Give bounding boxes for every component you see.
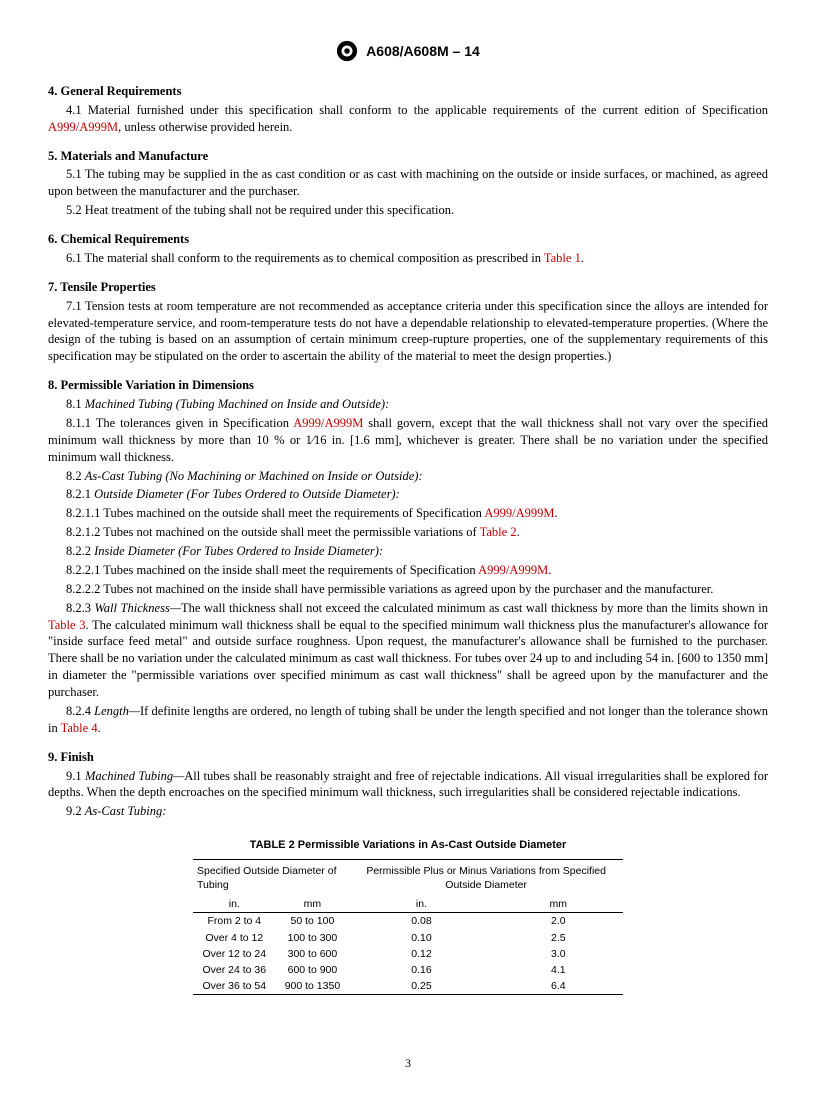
para-4-1: 4.1 Material furnished under this specif…	[48, 102, 768, 136]
para-8-1: 8.1 Machined Tubing (Tubing Machined on …	[48, 396, 768, 413]
link-table4[interactable]: Table 4	[61, 721, 98, 735]
link-table3[interactable]: Table 3	[48, 618, 85, 632]
para-5-1: 5.1 The tubing may be supplied in the as…	[48, 166, 768, 200]
link-table1[interactable]: Table 1	[544, 251, 581, 265]
table-2-sub-mm-1: mm	[276, 896, 350, 913]
table-2: TABLE 2 Permissible Variations in As-Cas…	[193, 838, 623, 995]
table-row: From 2 to 450 to 1000.082.0	[193, 913, 623, 930]
para-8-2-1: 8.2.1 Outside Diameter (For Tubes Ordere…	[48, 486, 768, 503]
table-2-sub-mm-2: mm	[494, 896, 623, 913]
link-a999-3[interactable]: A999/A999M	[484, 506, 554, 520]
link-table2[interactable]: Table 2	[480, 525, 517, 539]
para-8-2-2: 8.2.2 Inside Diameter (For Tubes Ordered…	[48, 543, 768, 560]
page-header: A608/A608M – 14	[48, 40, 768, 67]
link-a999-2[interactable]: A999/A999M	[293, 416, 363, 430]
table-2-title: TABLE 2 Permissible Variations in As-Cas…	[193, 838, 623, 853]
table-2-h1: Specified Outside Diameter of Tubing	[193, 859, 349, 896]
para-5-2: 5.2 Heat treatment of the tubing shall n…	[48, 202, 768, 219]
para-8-2-1-1: 8.2.1.1 Tubes machined on the outside sh…	[48, 505, 768, 522]
section-7-heading: 7. Tensile Properties	[48, 279, 768, 296]
link-a999-4[interactable]: A999/A999M	[478, 563, 548, 577]
spec-id: A608/A608M – 14	[366, 42, 480, 61]
table-row: Over 36 to 54900 to 13500.256.4	[193, 978, 623, 995]
para-8-1-1: 8.1.1 The tolerances given in Specificat…	[48, 415, 768, 466]
table-row: Over 24 to 36600 to 9000.164.1	[193, 962, 623, 978]
link-a999[interactable]: A999/A999M	[48, 120, 118, 134]
para-8-2: 8.2 As-Cast Tubing (No Machining or Mach…	[48, 468, 768, 485]
para-6-1: 6.1 The material shall conform to the re…	[48, 250, 768, 267]
para-8-2-4: 8.2.4 Length—If definite lengths are ord…	[48, 703, 768, 737]
para-8-2-2-2: 8.2.2.2 Tubes not machined on the inside…	[48, 581, 768, 598]
section-5-heading: 5. Materials and Manufacture	[48, 148, 768, 165]
astm-logo-icon	[336, 40, 358, 62]
section-8-heading: 8. Permissible Variation in Dimensions	[48, 377, 768, 394]
para-8-2-3: 8.2.3 Wall Thickness—The wall thickness …	[48, 600, 768, 701]
para-8-2-1-2: 8.2.1.2 Tubes not machined on the outsid…	[48, 524, 768, 541]
section-6-heading: 6. Chemical Requirements	[48, 231, 768, 248]
section-4-heading: 4. General Requirements	[48, 83, 768, 100]
page-number: 3	[48, 1055, 768, 1071]
table-row: Over 12 to 24300 to 6000.123.0	[193, 946, 623, 962]
table-row: Over 4 to 12100 to 3000.102.5	[193, 930, 623, 946]
para-7-1: 7.1 Tension tests at room temperature ar…	[48, 298, 768, 366]
section-9-heading: 9. Finish	[48, 749, 768, 766]
table-2-body: From 2 to 450 to 1000.082.0 Over 4 to 12…	[193, 913, 623, 995]
para-9-1: 9.1 Machined Tubing—All tubes shall be r…	[48, 768, 768, 802]
para-9-2: 9.2 As-Cast Tubing:	[48, 803, 768, 820]
para-8-2-2-1: 8.2.2.1 Tubes machined on the inside sha…	[48, 562, 768, 579]
table-2-sub-in-1: in.	[193, 896, 276, 913]
table-2-h2: Permissible Plus or Minus Variations fro…	[349, 859, 623, 896]
table-2-sub-in-2: in.	[349, 896, 493, 913]
